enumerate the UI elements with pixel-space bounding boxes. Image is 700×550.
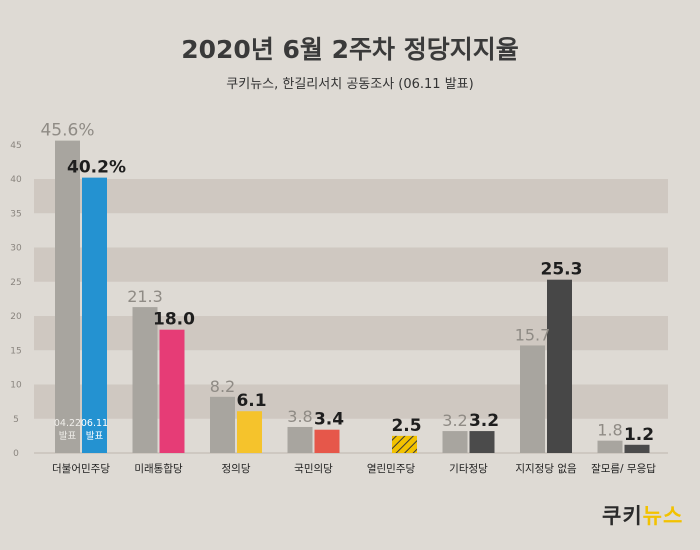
bar-0611 bbox=[469, 431, 495, 453]
y-tick-label: 10 bbox=[10, 381, 22, 391]
bar-value-label-0422: 45.6% bbox=[40, 121, 94, 141]
category-label: 미래통합당 bbox=[134, 463, 183, 475]
y-tick-label: 25 bbox=[10, 278, 21, 288]
kuki-news-logo: 쿠키뉴스 bbox=[602, 504, 684, 528]
bar-value-label-0422: 3.8 bbox=[287, 407, 312, 426]
bar-value-label-0422: 1.8 bbox=[597, 421, 622, 440]
grid-band bbox=[34, 247, 668, 282]
y-tick-label: 45 bbox=[10, 141, 21, 151]
bar-value-label-0611: 18.0 bbox=[153, 310, 195, 330]
bar-value-label-0422: 15.7 bbox=[515, 325, 551, 344]
bar-value-label-0422: 21.3 bbox=[127, 287, 163, 306]
bar-0422 bbox=[597, 440, 623, 453]
category-label: 국민의당 bbox=[294, 463, 333, 475]
category-label: 지지정당 없음 bbox=[515, 462, 577, 475]
bar-value-label-0611: 6.1 bbox=[236, 391, 266, 411]
bar-inner-label: 06.11 bbox=[81, 418, 108, 429]
bar-0611 bbox=[392, 435, 417, 453]
bar-value-label-0611: 25.3 bbox=[541, 260, 583, 280]
y-tick-label: 0 bbox=[13, 449, 19, 459]
bar-inner-label: 04.22 bbox=[54, 418, 81, 429]
category-label: 정의당 bbox=[222, 463, 251, 475]
bar-value-label-0611: 1.2 bbox=[624, 425, 654, 445]
y-tick-label: 40 bbox=[10, 175, 22, 185]
bar-0611 bbox=[237, 411, 262, 453]
bar-0611 bbox=[82, 177, 107, 453]
y-tick-label: 15 bbox=[10, 346, 21, 356]
y-tick-label: 5 bbox=[13, 415, 19, 425]
bar-value-label-0422: 3.2 bbox=[442, 411, 467, 430]
category-label: 기타정당 bbox=[449, 463, 488, 475]
bar-0611 bbox=[547, 279, 572, 453]
grid-band bbox=[34, 384, 668, 419]
bar-0611 bbox=[624, 444, 650, 453]
bar-value-label-0611: 3.2 bbox=[469, 411, 499, 431]
category-label: 더불어민주당 bbox=[52, 463, 110, 475]
category-label: 열린민주당 bbox=[367, 463, 416, 475]
bar-inner-label: 발표 bbox=[86, 431, 104, 442]
bar-0422 bbox=[520, 345, 545, 453]
bar-0422 bbox=[442, 431, 468, 453]
grid-band bbox=[34, 179, 668, 214]
bar-0611 bbox=[314, 429, 340, 453]
y-tick-label: 35 bbox=[10, 209, 21, 219]
y-tick-label: 30 bbox=[10, 244, 22, 254]
bar-0611 bbox=[159, 329, 185, 453]
bar-inner-label: 발표 bbox=[59, 431, 77, 442]
grid-band bbox=[34, 316, 668, 351]
bar-0422 bbox=[55, 140, 80, 453]
category-label: 잘모름/ 무응답 bbox=[591, 463, 656, 475]
y-tick-label: 20 bbox=[10, 312, 22, 322]
bar-value-label-0611: 40.2% bbox=[67, 158, 126, 178]
bar-0422 bbox=[287, 426, 313, 453]
bar-0422 bbox=[210, 396, 235, 453]
bar-value-label-0611: 3.4 bbox=[314, 410, 344, 430]
bar-value-label-0422: 8.2 bbox=[210, 377, 235, 396]
bar-0422 bbox=[132, 307, 158, 453]
chart-subtitle: 쿠키뉴스, 한길리서치 공동조사 (06.11 발표) bbox=[226, 77, 474, 92]
bar-value-label-0611: 2.5 bbox=[391, 416, 421, 436]
chart-title: 2020년 6월 2주차 정당지지율 bbox=[181, 35, 519, 64]
